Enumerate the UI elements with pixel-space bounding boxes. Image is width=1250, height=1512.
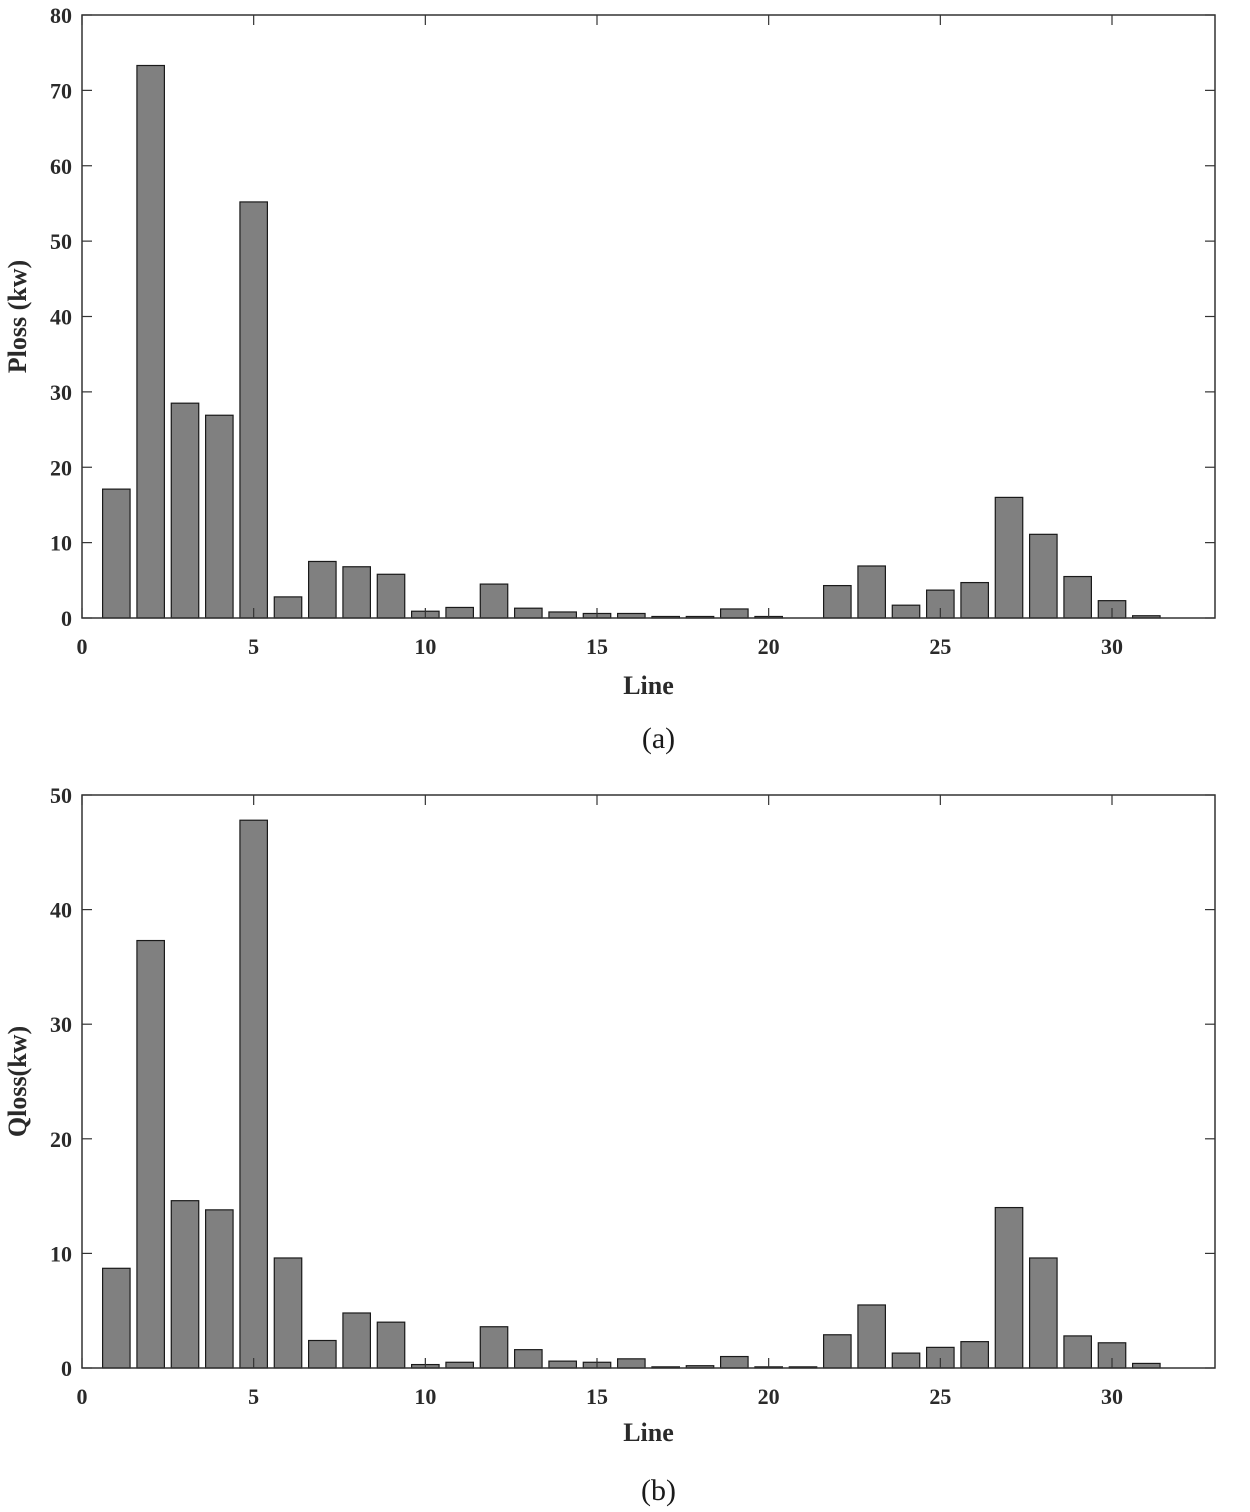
- bar-line-7: [308, 1339, 337, 1369]
- bar-line-19: [719, 608, 749, 619]
- bar-line-5: [239, 201, 268, 619]
- panel-caption: (a): [642, 722, 675, 755]
- bar-line-14: [548, 611, 577, 619]
- bar-line-24: [891, 604, 921, 619]
- bar-line-3: [170, 1200, 200, 1369]
- axes-box: [81, 794, 1216, 1369]
- bar-line-12: [479, 1326, 509, 1369]
- x-tick-label: 0: [77, 1384, 88, 1409]
- bar-line-28: [1028, 1257, 1058, 1369]
- x-axis-label: Line: [623, 671, 674, 700]
- bar-line-4: [205, 414, 234, 619]
- bar-line-3: [170, 402, 200, 619]
- x-tick-label: 10: [414, 1384, 436, 1409]
- bar-line-11: [445, 606, 474, 619]
- bar-line-4: [205, 1209, 234, 1369]
- bar-line-7: [308, 560, 337, 619]
- bar-line-22: [822, 1334, 852, 1369]
- y-tick-label: 30: [50, 1012, 72, 1037]
- bar-line-12: [479, 583, 509, 619]
- y-tick-label: 30: [50, 380, 72, 405]
- bar-line-1: [101, 1267, 131, 1369]
- bar-line-26: [960, 581, 989, 619]
- bar-line-8: [342, 566, 371, 619]
- y-tick-label: 40: [50, 898, 72, 923]
- bar-line-9: [376, 1321, 406, 1369]
- bar-line-28: [1028, 533, 1058, 619]
- y-tick-label: 80: [50, 3, 72, 28]
- panel-caption: (b): [641, 1474, 676, 1507]
- x-tick-label: 0: [77, 634, 88, 659]
- x-tick-label: 5: [248, 634, 259, 659]
- chart-qloss: 0 10 20 30 40 50 0 5 10 15 20 25 30 Line Qloss(kw) (b): [3, 783, 1216, 1507]
- bar-line-2: [136, 939, 165, 1369]
- bar-line-6: [273, 1257, 303, 1369]
- y-tick-label: 40: [50, 305, 72, 330]
- y-tick-label: 10: [50, 531, 72, 556]
- bar-line-14: [548, 1360, 577, 1369]
- y-tick-label: 10: [50, 1241, 72, 1266]
- bar-line-24: [891, 1352, 921, 1369]
- y-tick-label: 0: [61, 1356, 72, 1381]
- bar-line-23: [857, 565, 886, 619]
- y-axis-label: Qloss(kw): [3, 1026, 32, 1137]
- bar-line-6: [273, 596, 303, 619]
- x-axis-label: Line: [623, 1418, 674, 1447]
- bar-line-29: [1063, 1335, 1093, 1369]
- bar-line-19: [719, 1355, 749, 1369]
- bar-line-16: [616, 1358, 646, 1369]
- y-tick-label: 0: [61, 606, 72, 631]
- bar-line-8: [342, 1312, 371, 1369]
- chart-ploss: 0 10 20 30 40 50 60 70 80 0 5 10 15 20 25 30 Line Ploss (…: [3, 3, 1216, 755]
- x-tick-label: 10: [414, 634, 436, 659]
- x-tick-label: 15: [586, 634, 608, 659]
- bar-line-11: [445, 1361, 474, 1369]
- y-tick-label: 20: [50, 1127, 72, 1152]
- bar-line-27: [994, 1206, 1024, 1369]
- x-tick-label: 15: [586, 1384, 608, 1409]
- y-tick-label: 20: [50, 455, 72, 480]
- y-tick-label: 60: [50, 154, 72, 179]
- bar-line-26: [960, 1341, 989, 1369]
- y-tick-label: 70: [50, 78, 72, 103]
- bar-line-9: [376, 573, 406, 619]
- x-tick-label: 20: [758, 634, 780, 659]
- bar-line-23: [857, 1304, 886, 1369]
- x-tick-label: 20: [758, 1384, 780, 1409]
- x-tick-label: 5: [248, 1384, 259, 1409]
- x-tick-label: 30: [1101, 1384, 1123, 1409]
- y-tick-label: 50: [50, 229, 72, 254]
- bar-line-2: [136, 64, 165, 619]
- x-tick-label: 25: [929, 634, 951, 659]
- bar-line-1: [101, 488, 131, 619]
- bar-line-27: [994, 496, 1024, 619]
- bar-line-13: [513, 607, 543, 619]
- x-tick-label: 30: [1101, 634, 1123, 659]
- bar-line-5: [239, 819, 268, 1369]
- x-tick-label: 25: [929, 1384, 951, 1409]
- bar-line-29: [1063, 575, 1093, 619]
- y-tick-label: 50: [50, 783, 72, 808]
- bar-line-22: [822, 584, 852, 619]
- bar-line-13: [513, 1349, 543, 1369]
- y-axis-label: Ploss (kw): [3, 260, 32, 373]
